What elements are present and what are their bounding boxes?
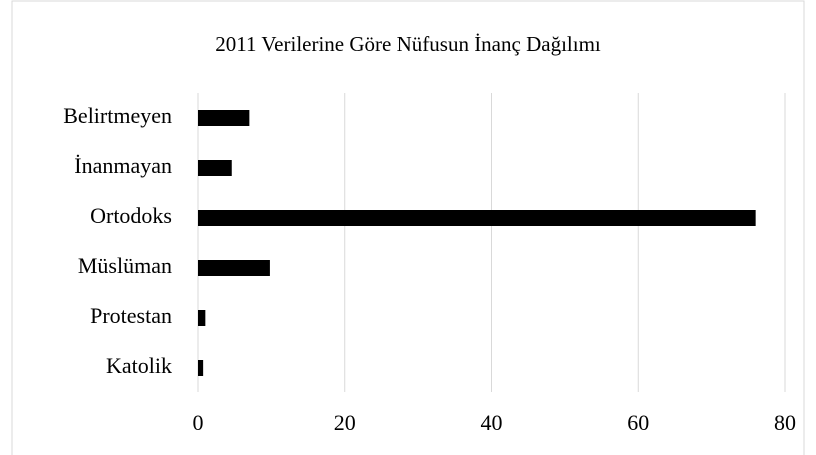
y-tick-label: Protestan: [90, 303, 172, 328]
x-tick-label: 20: [334, 410, 356, 435]
y-tick-label: Belirtmeyen: [63, 103, 172, 128]
y-tick-label: İnanmayan: [74, 153, 172, 178]
bar: [198, 160, 232, 176]
bar: [198, 310, 206, 326]
y-tick-label: Ortodoks: [90, 203, 172, 228]
x-tick-label: 0: [193, 410, 204, 435]
bar: [198, 210, 756, 226]
bar: [198, 260, 270, 276]
x-tick-label: 60: [627, 410, 649, 435]
y-tick-label: Katolik: [106, 353, 172, 378]
bar: [198, 110, 250, 126]
x-tick-label: 80: [774, 410, 796, 435]
chart-border: [11, 0, 805, 455]
y-tick-label: Müslüman: [78, 253, 172, 278]
bar: [198, 360, 204, 376]
chart-title: 2011 Verilerine Göre Nüfusun İnanç Dağıl…: [215, 32, 601, 56]
x-tick-label: 40: [481, 410, 503, 435]
